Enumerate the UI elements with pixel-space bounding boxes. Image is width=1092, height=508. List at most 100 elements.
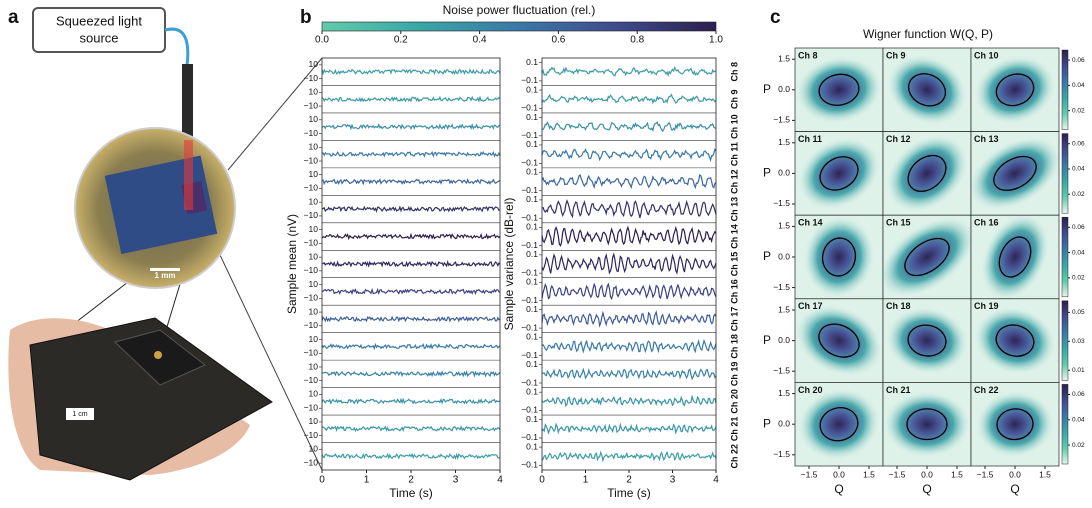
wigner-contour [907,73,947,107]
trace [541,93,717,105]
y-tick-label: 1.5 [778,137,790,147]
y-tick-label: 0.1 [526,386,538,396]
wigner-density [795,55,883,124]
trace [321,259,501,268]
y-tick-label: 0.1 [526,167,538,177]
x-tick-label: 1.5 [951,469,963,479]
y-tick-label: −10 [304,183,319,193]
trace [321,287,501,296]
y-tick-label: 10 [309,416,319,426]
wigner-density [974,55,1056,125]
wigner-contour [818,323,860,358]
trace [541,252,717,275]
y-axis-label: P [763,249,771,263]
channel-label: Ch 17 [729,307,739,332]
y-tick-label: 10 [309,169,319,179]
y-tick-label: −1.5 [773,449,790,459]
colorbar-tick-label: 0.04 [1072,82,1085,89]
x-tick-label: 0.0 [833,469,845,479]
y-tick-label: 1.5 [778,388,790,398]
y-tick-label: −0.1 [521,460,538,470]
y-tick-label: 0.0 [778,251,790,261]
y-tick-label: 0.1 [526,222,538,232]
colorbar-tick-label: 0.02 [1072,275,1085,282]
trace [321,370,501,378]
channel-label: Ch 19 [729,362,739,387]
y-tick-label: −0.1 [521,130,538,140]
colorbar-tick-label: 0.8 [630,35,644,46]
trace [321,150,501,158]
source-label: source [79,30,118,45]
trace [541,450,717,463]
channel-label: Ch 20 [798,385,823,395]
y-tick-label: −0.1 [521,432,538,442]
colorbar [1061,300,1069,381]
colorbar-tick-label: 1.0 [709,35,723,46]
x-tick-label: 0 [539,475,545,486]
chip [154,351,162,359]
channel-label: Ch 15 [886,218,911,228]
y-tick-label: 0.1 [526,84,538,94]
x-tick-label: 0.0 [1009,469,1021,479]
y-tick-label: −10 [304,265,319,275]
colorbar-title: Noise power fluctuation (rel.) [443,3,596,17]
y-tick-label: 0.0 [778,168,790,178]
panel-label: c [770,7,781,28]
x-tick-label: 2 [626,475,632,486]
channel-label: Ch 8 [798,50,818,60]
x-tick-label: 1 [583,475,589,486]
y-tick-label: −10 [304,375,319,385]
y-tick-label: −0.1 [521,267,538,277]
channel-label: Ch 16 [729,279,739,304]
channel-label: Ch 15 [729,252,739,277]
y-tick-label: 0.0 [778,335,790,345]
board-scale: 1 cm [72,411,87,418]
trace [321,425,501,433]
trace [541,310,717,328]
wigner-density [802,215,876,299]
y-tick-label: 10 [309,389,319,399]
y-tick-label: −0.1 [521,322,538,332]
colorbar-tick-label: 0.04 [1072,166,1085,173]
y-tick-label: −1.5 [773,282,790,292]
y-tick-label: −10 [304,100,319,110]
channel-label: Ch 22 [974,385,999,395]
y-tick-label: −0.1 [521,240,538,250]
channel-label: Ch 10 [974,50,999,60]
channel-label: Ch 14 [798,218,823,228]
y-tick-label: 10 [309,306,319,316]
y-tick-label: 0.1 [526,139,538,149]
y-tick-label: −10 [304,128,319,138]
chip-photo [104,140,218,271]
x-tick-label: −1.5 [801,469,818,479]
y-tick-label: 10 [309,87,319,97]
colorbar-tick-label: 0.05 [1072,309,1085,316]
y-tick-label: 0.1 [526,57,538,67]
wigner-contour [907,324,947,357]
panel-label: a [8,7,19,28]
y-tick-label: −10 [304,348,319,358]
y-tick-label: −0.1 [521,405,538,415]
fiber [164,27,190,67]
x-tick-label: 0 [319,475,325,486]
y-tick-label: −0.1 [521,185,538,195]
colorbar-tick-label: 0.6 [551,35,565,46]
panel-label: b [300,7,312,28]
zoom-line [227,57,323,171]
colorbar-tick-label: 0.01 [1072,367,1085,374]
x-tick-label: 3 [453,475,459,486]
trace [541,422,717,435]
colorbar-tick-label: 0.06 [1072,57,1085,64]
x-tick-label: −1.5 [889,469,906,479]
trace [541,120,717,133]
y-tick-label: 1.5 [778,53,790,63]
y-tick-label: 10 [309,279,319,289]
colorbar-tick-label: 0.06 [1072,140,1085,147]
y-tick-label: −10 [304,457,319,467]
wigner-density [973,306,1057,375]
channel-label: Ch 10 [729,114,739,139]
fiber-head [182,64,193,142]
x-axis-label: Time (s) [389,486,433,500]
colorbar-tick-label: 0.06 [1072,391,1085,398]
y-tick-label: −1.5 [773,198,790,208]
